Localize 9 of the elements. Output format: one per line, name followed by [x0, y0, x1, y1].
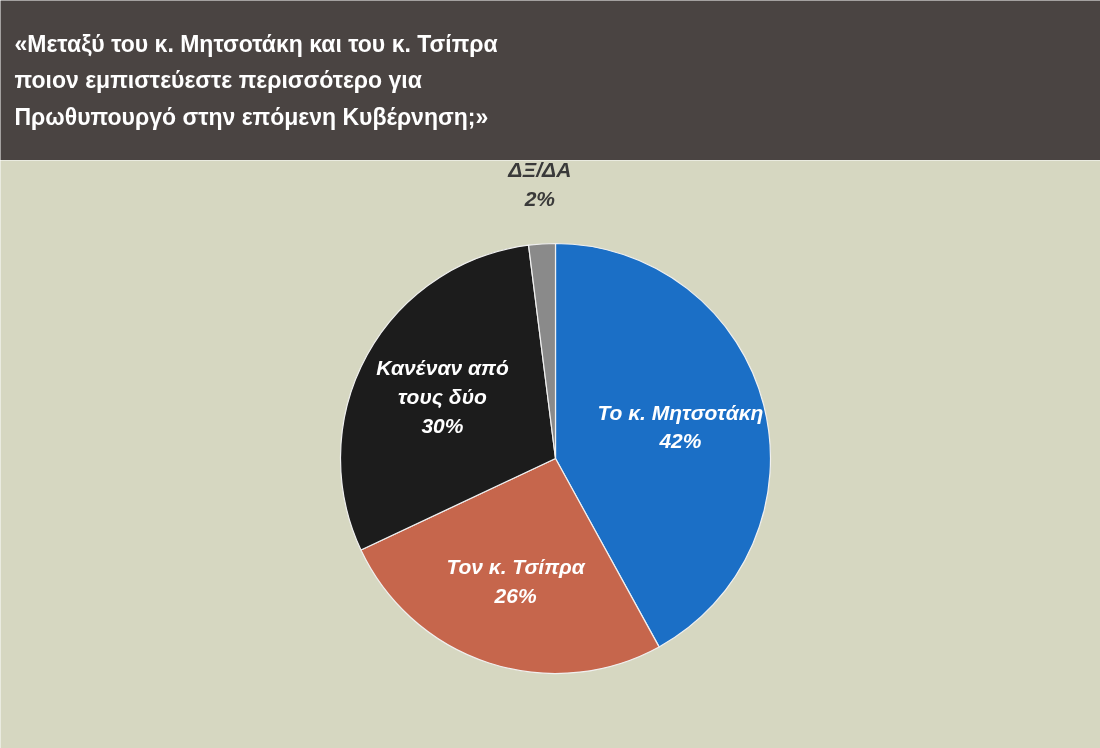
slice-label: ΔΞ/ΔΑ	[507, 157, 572, 181]
slice-label: Κανέναν από τους δύο	[376, 356, 509, 409]
slice-label: Το κ. Μητσοτάκη	[597, 400, 764, 424]
data-label: 2%	[523, 186, 556, 210]
chart-title: «Μεταξύ του κ. Μητσοτάκη και του κ. Τσίπρα ποιον εμπιστεύεστε περισσότερο για Πρωθυπουργό στην επόμενη Κυβέρνηση;»	[14, 31, 498, 130]
data-label: 42%	[658, 429, 702, 453]
slice-label: Τον κ. Τσίπρα	[446, 555, 586, 579]
data-label: 26%	[493, 584, 537, 608]
data-label: 30%	[421, 413, 464, 437]
